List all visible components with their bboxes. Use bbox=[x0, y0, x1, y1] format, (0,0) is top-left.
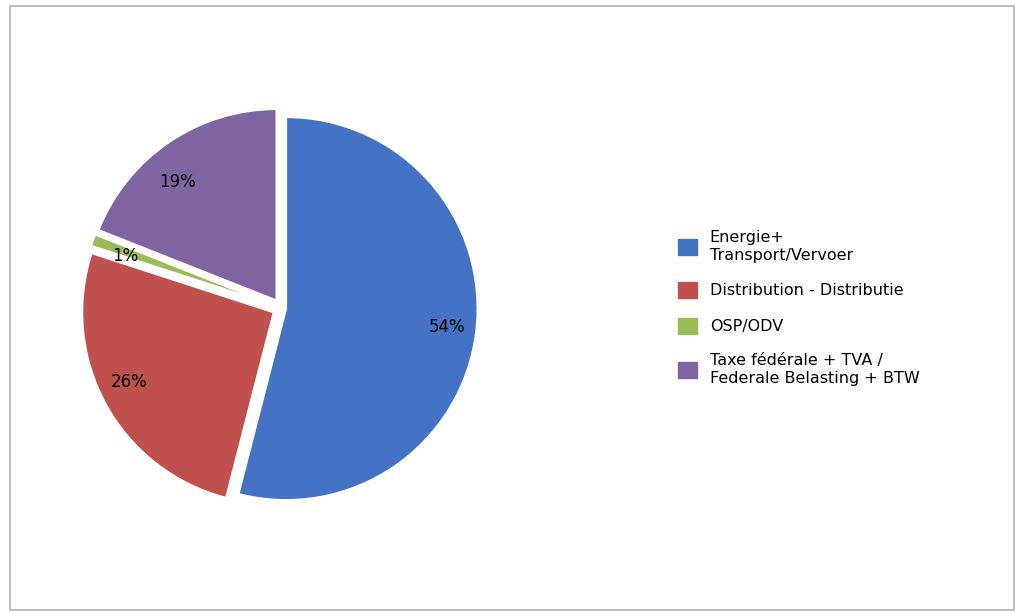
Text: 1%: 1% bbox=[112, 247, 138, 265]
Text: 19%: 19% bbox=[159, 172, 196, 191]
Wedge shape bbox=[239, 117, 477, 500]
Wedge shape bbox=[82, 253, 273, 498]
Text: 54%: 54% bbox=[429, 318, 465, 336]
Wedge shape bbox=[98, 109, 276, 301]
Legend: Energie+
Transport/Vervoer, Distribution - Distributie, OSP/ODV, Taxe fédérale +: Energie+ Transport/Vervoer, Distribution… bbox=[672, 224, 926, 392]
Text: 26%: 26% bbox=[111, 373, 147, 391]
Wedge shape bbox=[91, 235, 273, 305]
